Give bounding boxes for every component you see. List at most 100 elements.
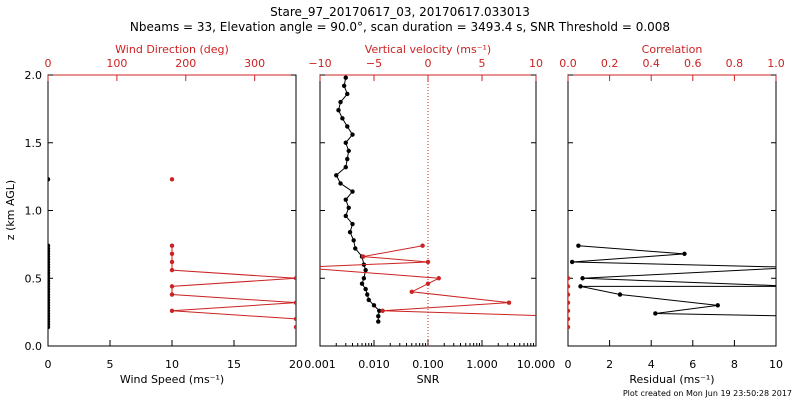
x-tick-label-bottom: 0 xyxy=(565,358,572,371)
x-tick-label-top: 0 xyxy=(425,57,432,70)
data-point xyxy=(169,267,175,273)
x-tick-label-top: 200 xyxy=(175,57,196,70)
x-tick-label-bottom: 1.000 xyxy=(466,358,498,371)
x-tick-label-top: 1.0 xyxy=(767,57,785,70)
x-axis-label-top: Wind Direction (deg) xyxy=(115,43,229,56)
x-tick-label-top: 0.6 xyxy=(684,57,702,70)
data-point xyxy=(578,284,583,289)
data-point xyxy=(293,324,296,330)
data-point xyxy=(795,314,799,318)
series-line xyxy=(320,245,536,317)
x-tick-label-bottom: 10.000 xyxy=(517,358,556,371)
data-point xyxy=(169,243,175,248)
data-point xyxy=(682,251,687,257)
data-point xyxy=(340,116,345,121)
x-axis-label-bottom: Residual (ms⁻¹) xyxy=(629,373,714,386)
data-point xyxy=(377,308,382,313)
x-axis-label-bottom: SNR xyxy=(417,373,440,386)
data-point xyxy=(169,251,175,257)
x-tick-label-top: 5 xyxy=(479,57,486,70)
x-tick-label-top: 0.0 xyxy=(559,57,577,70)
data-point xyxy=(576,243,581,248)
data-point xyxy=(169,308,175,313)
data-point xyxy=(347,229,353,235)
data-point xyxy=(436,276,441,281)
data-point xyxy=(376,313,381,319)
data-point xyxy=(361,254,366,259)
data-point xyxy=(343,140,348,145)
x-tick-label-bottom: 5 xyxy=(107,358,114,371)
series-0-0 xyxy=(48,177,51,330)
data-point xyxy=(795,265,799,269)
y-tick-label: 2.0 xyxy=(25,69,43,82)
data-point xyxy=(346,205,351,210)
x-tick-label-bottom: 20 xyxy=(289,358,303,371)
data-point xyxy=(345,156,350,162)
x-tick-label-top: 0.2 xyxy=(601,57,619,70)
data-point xyxy=(343,164,348,170)
data-point xyxy=(341,83,347,89)
data-point xyxy=(555,314,559,318)
data-point xyxy=(365,292,370,297)
data-point xyxy=(334,173,339,178)
x-tick-label-top: 300 xyxy=(244,57,265,70)
x-tick-label-top: 10 xyxy=(529,57,543,70)
y-tick-label: 1.5 xyxy=(25,137,43,150)
data-point xyxy=(506,300,512,305)
data-point xyxy=(568,276,571,281)
data-point xyxy=(296,265,300,269)
data-point xyxy=(653,311,658,316)
title-line-2: Nbeams = 33, Elevation angle = 90.0°, sc… xyxy=(130,20,670,34)
y-tick-label: 1.0 xyxy=(25,205,43,218)
x-tick-label-bottom: 8 xyxy=(731,358,738,371)
data-point xyxy=(425,281,431,286)
data-point xyxy=(48,177,51,182)
data-point xyxy=(169,259,175,265)
x-tick-label-bottom: 0.100 xyxy=(412,358,444,371)
x-tick-label-top: −5 xyxy=(366,57,382,70)
series-2-0 xyxy=(569,243,799,318)
x-tick-label-bottom: 4 xyxy=(648,358,655,371)
data-point xyxy=(169,292,175,297)
x-tick-label-bottom: 0 xyxy=(45,358,52,371)
data-point xyxy=(343,197,348,202)
data-point xyxy=(568,284,571,289)
series-0-1 xyxy=(169,177,175,182)
data-point xyxy=(795,284,799,288)
x-axis-label-bottom: Wind Speed (ms⁻¹) xyxy=(120,373,224,386)
x-tick-label-top: 100 xyxy=(106,57,127,70)
x-tick-label-top: −10 xyxy=(308,57,331,70)
x-tick-label-bottom: 2 xyxy=(606,358,613,371)
data-point xyxy=(363,286,368,292)
data-point xyxy=(293,316,296,322)
data-point xyxy=(409,289,414,294)
data-point xyxy=(425,259,431,265)
y-tick-label: 0.5 xyxy=(25,272,43,285)
data-point xyxy=(336,108,341,113)
panel-frame-2 xyxy=(567,74,777,347)
data-point xyxy=(350,221,355,227)
data-point xyxy=(345,124,350,129)
data-point xyxy=(617,292,623,297)
x-tick-label-bottom: 0.001 xyxy=(304,358,336,371)
data-point xyxy=(169,177,175,182)
data-point xyxy=(345,91,350,97)
x-tick-label-bottom: 10 xyxy=(769,358,783,371)
x-tick-label-bottom: 0.010 xyxy=(358,358,390,371)
data-point xyxy=(569,259,575,265)
x-tick-label-top: 0.4 xyxy=(642,57,660,70)
x-tick-label-top: 0 xyxy=(45,57,52,70)
data-point xyxy=(420,243,425,248)
data-point xyxy=(169,284,175,289)
data-point xyxy=(48,324,51,330)
data-point xyxy=(371,303,377,308)
series-line xyxy=(572,245,776,317)
data-point xyxy=(350,132,355,137)
series-1-0 xyxy=(334,75,382,324)
data-point xyxy=(338,181,343,186)
x-axis-label-top: Correlation xyxy=(642,43,703,56)
data-point xyxy=(359,281,365,286)
y-tick-label: 0.0 xyxy=(25,340,43,353)
y-axis-label: z (km AGL) xyxy=(4,180,17,240)
